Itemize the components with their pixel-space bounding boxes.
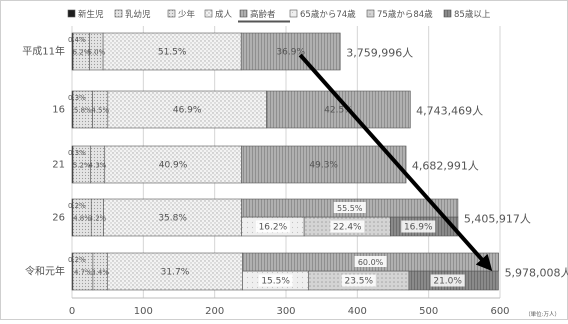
total-label-4: 5,978,008人 <box>505 267 568 280</box>
legend-swatch-5 <box>289 9 298 18</box>
x-tick-label-6: 600 <box>490 306 509 317</box>
bar-segment-3-3 <box>103 198 242 237</box>
seg-label-1-2: 4.5% <box>91 107 109 115</box>
seg-label-0-4: 36.9% <box>276 48 305 58</box>
total-label-3: 5,405,917人 <box>464 213 531 226</box>
seg-label-bg-3-6 <box>401 220 436 233</box>
seg-label-2-0: 0.3% <box>68 149 86 157</box>
x-unit-label: （単位:万人） <box>525 310 560 318</box>
seg-label-4-3: 31.7% <box>161 268 190 278</box>
x-tick-label-5: 500 <box>419 306 438 317</box>
seg-label-bg-4-4 <box>258 274 293 287</box>
seg-label-4-4: 15.5% <box>261 277 290 287</box>
legend-swatch-3 <box>204 9 213 18</box>
trend-arrow <box>298 53 493 272</box>
row-label-4: 令和元年 <box>25 265 65 278</box>
x-tick-label-1: 100 <box>134 306 153 317</box>
seg-label-0-0: 0.4% <box>68 36 86 44</box>
seg-label-1-0: 0.3% <box>68 94 86 102</box>
bar-segment-4-3 <box>107 252 243 291</box>
seg-label-3-1: 4.8% <box>73 215 91 223</box>
row-label-0: 平成11年 <box>22 45 65 58</box>
seg-label-4-0: 0.2% <box>68 256 86 264</box>
seg-label-4-6: 21.0% <box>433 277 462 287</box>
seg-label-0-3: 51.5% <box>158 48 187 58</box>
legend-label-0: 新生児 <box>78 9 104 20</box>
seg-label-bg-4-5 <box>341 274 376 287</box>
bar-segment-0-3 <box>102 32 242 71</box>
row-label-3: 26 <box>52 213 65 224</box>
bar-segment-1-3 <box>107 90 267 129</box>
legend-swatch-2 <box>167 9 176 18</box>
seg-label-3-6: 16.9% <box>404 223 433 233</box>
x-axis: 0 100 200 300 400 500 600 （単位:万人） <box>69 306 560 318</box>
seg-label-0-2: 5.0% <box>87 49 105 57</box>
elderly-total-label-3: 55.5% <box>337 204 363 213</box>
seg-label-2-1: 5.2% <box>73 162 91 170</box>
x-tick-label-3: 300 <box>276 306 295 317</box>
total-label-1: 4,743,469人 <box>416 105 483 118</box>
legend: 新生児 乳幼児 少年 成人 高齢者 65歳から74歳 75歳から84歳 85歳以上 <box>67 9 491 23</box>
seg-label-3-5: 22.4% <box>333 223 362 233</box>
seg-label-4-5: 23.5% <box>344 277 373 287</box>
legend-label-1: 乳幼児 <box>125 9 151 20</box>
seg-label-1-4: 42.5% <box>324 106 353 116</box>
bar-segment-2-3 <box>104 145 242 184</box>
seg-label-2-4: 49.3% <box>309 161 338 171</box>
seg-label-1-1: 5.8% <box>74 107 92 115</box>
x-tick-label-0: 0 <box>69 306 75 317</box>
seg-label-bg-3-5 <box>330 220 365 233</box>
seg-label-1-3: 46.9% <box>173 106 202 116</box>
legend-swatch-1 <box>114 9 123 18</box>
elderly-total-label-bg-3 <box>333 202 366 213</box>
x-tick-label-4: 400 <box>348 306 367 317</box>
seg-label-3-2: 3.2% <box>89 215 107 223</box>
row-label-2: 21 <box>52 160 65 171</box>
x-tick-label-2: 200 <box>205 306 224 317</box>
bar-segment-0-4 <box>240 32 341 71</box>
legend-label-5: 65歳から74歳 <box>300 9 356 20</box>
seg-label-3-4: 16.2% <box>259 223 288 233</box>
elderly-total-label-bg-4 <box>354 256 387 267</box>
bar-segment-2-4 <box>241 145 407 184</box>
legend-highlight-underline <box>238 20 290 23</box>
seg-label-2-3: 40.9% <box>159 161 188 171</box>
legend-swatch-4 <box>239 9 248 18</box>
seg-label-0-1: 6.2% <box>72 49 90 57</box>
total-label-0: 3,759,996人 <box>346 47 413 60</box>
legend-label-3: 成人 <box>215 9 233 20</box>
annotation-layer <box>298 53 493 272</box>
legend-label-6: 75歳から84歳 <box>377 9 433 20</box>
seg-label-3-3: 35.8% <box>158 214 187 224</box>
seg-label-4-2: 3.4% <box>91 269 109 277</box>
total-label-2: 4,682,991人 <box>412 160 479 173</box>
legend-swatch-6 <box>366 9 375 18</box>
seg-label-bg-3-4 <box>255 220 290 233</box>
grid-lines <box>71 26 501 299</box>
legend-label-2: 少年 <box>178 9 196 20</box>
legend-swatch-7 <box>443 9 452 18</box>
legend-label-7: 85歳以上 <box>454 9 491 20</box>
elderly-total-label-4: 60.0% <box>358 258 384 267</box>
legend-label-4: 高齢者 <box>250 9 276 20</box>
seg-label-3-0: 0.2% <box>68 202 86 210</box>
seg-label-4-1: 4.7% <box>74 269 92 277</box>
row-label-1: 16 <box>52 105 65 116</box>
seg-label-2-2: 4.3% <box>89 162 107 170</box>
legend-swatch-0 <box>67 9 76 18</box>
seg-label-bg-4-6 <box>430 274 465 287</box>
